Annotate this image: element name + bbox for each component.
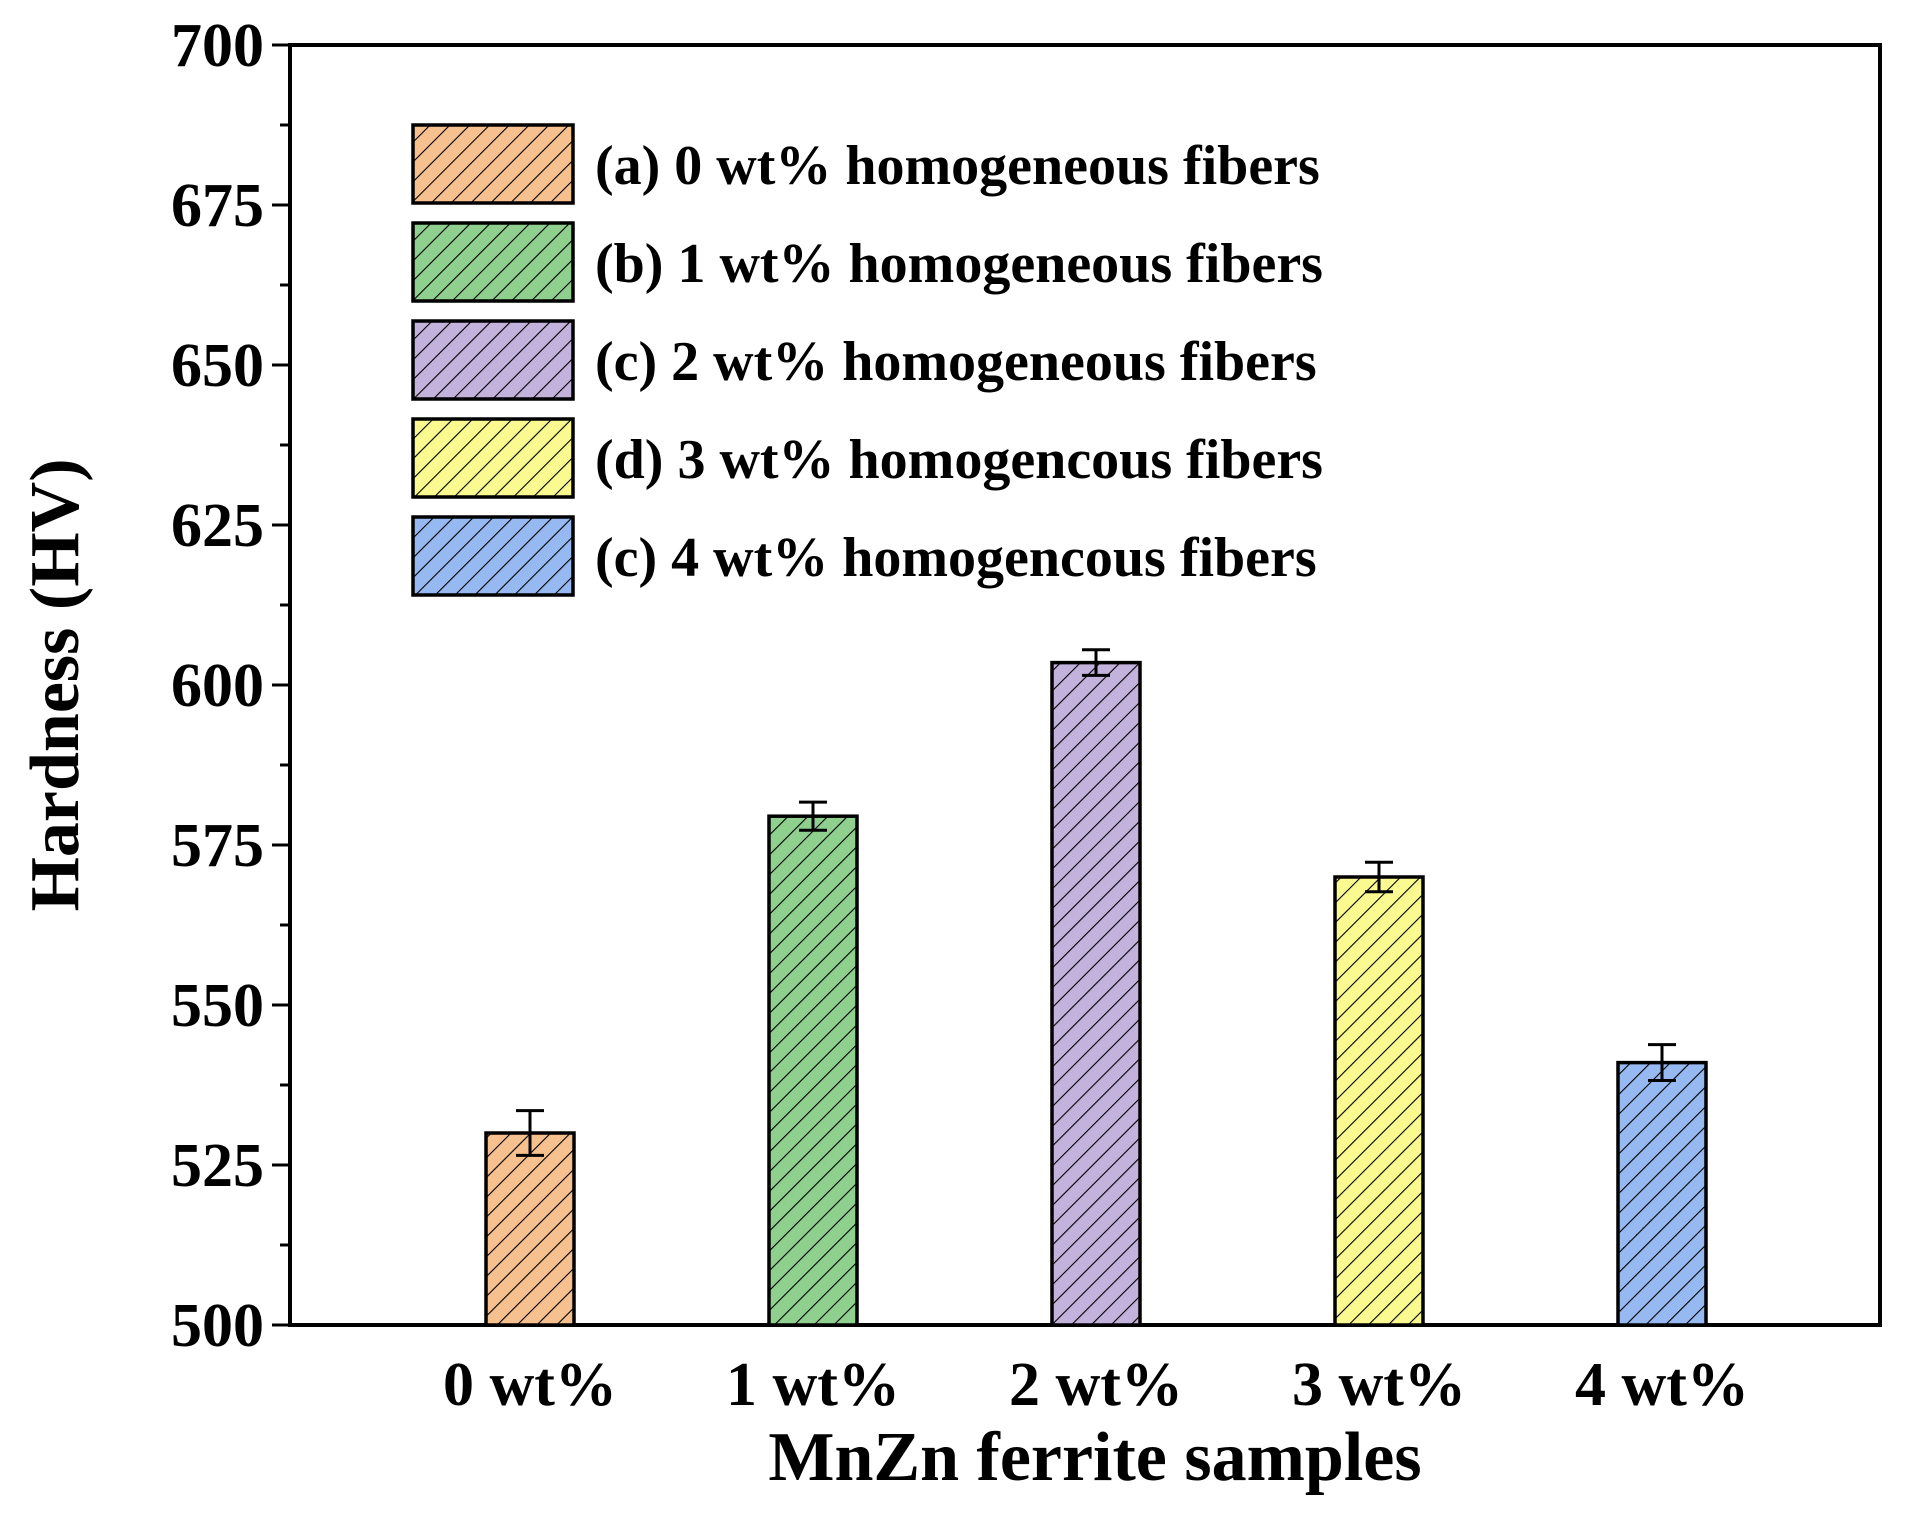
bars-group <box>484 648 1708 1327</box>
legend-label-3: (d) 3 wt% homogencous fibers <box>595 429 1323 491</box>
y-tick-label-675: 675 <box>171 172 264 240</box>
y-tick-label-600: 600 <box>171 652 264 720</box>
y-axis-ticks: 500 525 550 575 600 625 650 675 700 <box>171 12 290 1360</box>
legend-label-4: (c) 4 wt% homogencous fibers <box>595 527 1317 589</box>
y-tick-label-500: 500 <box>171 1292 264 1360</box>
y-tick-label-575: 575 <box>171 812 264 880</box>
legend-swatch-4 <box>411 515 575 597</box>
legend-label-1: (b) 1 wt% homogeneous fibers <box>595 233 1323 295</box>
legend-swatch-3 <box>411 417 575 499</box>
bar-4-wt- <box>1616 1060 1708 1327</box>
legend: (a) 0 wt% homogeneous fibers (b) 1 wt% ho… <box>411 123 1323 597</box>
x-tick-label-1-wt-: 1 wt% <box>726 1351 900 1419</box>
x-tick-label-4-wt-: 4 wt% <box>1575 1351 1749 1419</box>
bar-3-wt- <box>1333 875 1425 1327</box>
y-tick-label-650: 650 <box>171 332 264 400</box>
x-tick-label-3-wt-: 3 wt% <box>1292 1351 1466 1419</box>
legend-swatch-2 <box>411 319 575 401</box>
x-tick-label-2-wt-: 2 wt% <box>1009 1351 1183 1419</box>
bar-2-wt- <box>1050 660 1142 1327</box>
y-tick-label-550: 550 <box>171 972 264 1040</box>
plot-area: 500 525 550 575 600 625 650 675 700 0 wt% 1 wt% 2 … <box>171 12 1882 1419</box>
x-tick-label-0-wt-: 0 wt% <box>443 1351 617 1419</box>
bar-0-wt- <box>484 1131 576 1327</box>
x-axis-ticks: 0 wt% 1 wt% 2 wt% 3 wt% 4 wt% <box>443 1351 1749 1419</box>
legend-swatch-0 <box>411 123 575 205</box>
x-axis-title: MnZn ferrite samples <box>768 1419 1421 1496</box>
y-axis-title: Hardness (HV) <box>17 458 94 911</box>
y-tick-label-625: 625 <box>171 492 264 560</box>
legend-swatch-1 <box>411 221 575 303</box>
y-tick-label-700: 700 <box>171 12 264 80</box>
legend-label-0: (a) 0 wt% homogeneous fibers <box>595 135 1320 197</box>
bar-1-wt- <box>767 814 859 1327</box>
legend-label-2: (c) 2 wt% homogeneous fibers <box>595 331 1317 393</box>
y-tick-label-525: 525 <box>171 1132 264 1200</box>
